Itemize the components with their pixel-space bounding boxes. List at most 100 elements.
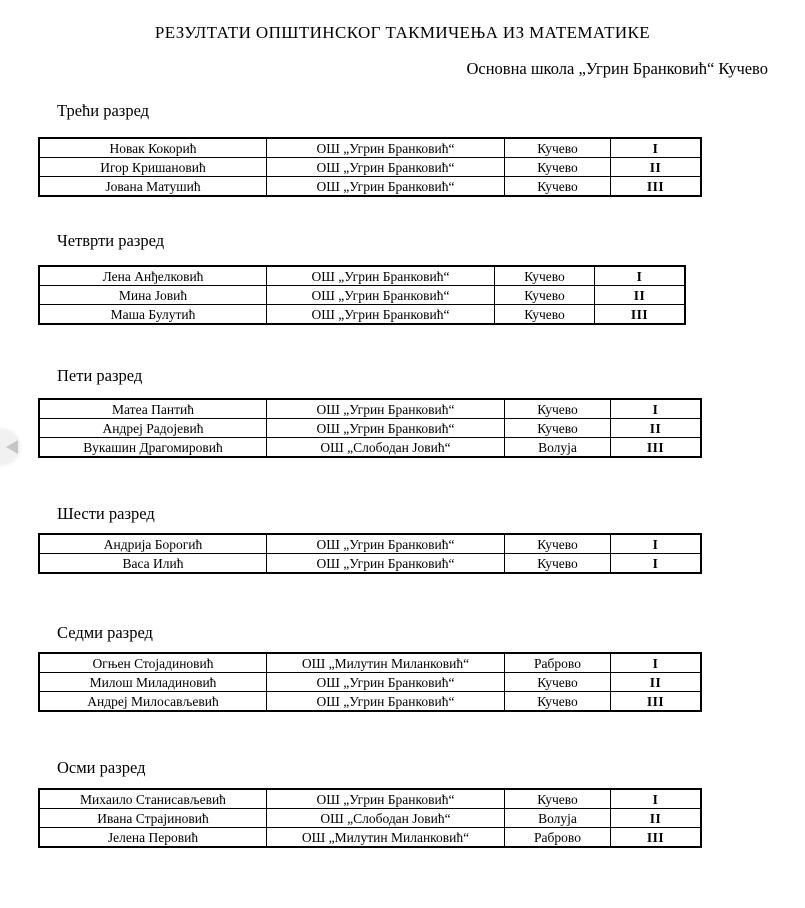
cell-student-name: Огњен Стојадиновић — [38, 652, 267, 673]
results-table: Новак Кокорић ОШ „Угрин Бранковић“ Кучев… — [38, 137, 702, 197]
left-arrow-icon — [6, 440, 18, 454]
table-row: Вукашин Драгомировић ОШ „Слободан Јовић“… — [38, 437, 702, 458]
table-row: Игор Кришановић ОШ „Угрин Бранковић“ Куч… — [38, 157, 702, 177]
table-row: Милош Миладиновић ОШ „Угрин Бранковић“ К… — [38, 672, 702, 692]
cell-place: II — [610, 418, 702, 438]
table-row: Огњен Стојадиновић ОШ „Милутин Миланкови… — [38, 652, 702, 673]
cell-town: Кучево — [504, 691, 611, 712]
page-title: РЕЗУЛТАТИ ОПШТИНСКОГ ТАКМИЧЕЊА ИЗ МАТЕМА… — [154, 23, 651, 42]
cell-town: Раброво — [504, 652, 611, 673]
grade-section: Осми разред Михаило Станисављевић ОШ „Уг… — [0, 757, 805, 848]
cell-place: I — [610, 788, 702, 809]
cell-town: Кучево — [494, 304, 595, 325]
cell-town: Волуја — [504, 808, 611, 828]
cell-town: Раброво — [504, 827, 611, 848]
results-table: Андрија Борогић ОШ „Угрин Бранковић“ Куч… — [38, 533, 702, 574]
grade-heading: Пети разред — [57, 366, 143, 385]
cell-place: I — [610, 652, 702, 673]
cell-student-name: Васа Илић — [38, 553, 267, 574]
cell-student-name: Андрија Борогић — [38, 533, 267, 554]
cell-school: ОШ „Угрин Бранковић“ — [266, 553, 505, 574]
cell-town: Кучево — [494, 285, 595, 305]
cell-student-name: Новак Кокорић — [38, 137, 267, 158]
grade-heading: Седми разред — [57, 623, 153, 642]
table-row: Андреј Радојевић ОШ „Угрин Бранковић“ Ку… — [38, 418, 702, 438]
cell-student-name: Јелена Перовић — [38, 827, 267, 848]
cell-student-name: Андреј Милосављевић — [38, 691, 267, 712]
results-table: Лена Анђелковић ОШ „Угрин Бранковић“ Куч… — [38, 265, 686, 325]
table-row: Новак Кокорић ОШ „Угрин Бранковић“ Кучев… — [38, 137, 702, 158]
cell-school: ОШ „Угрин Бранковић“ — [266, 304, 495, 325]
cell-school: ОШ „Угрин Бранковић“ — [266, 265, 495, 286]
cell-school: ОШ „Угрин Бранковић“ — [266, 672, 505, 692]
cell-school: ОШ „Угрин Бранковић“ — [266, 788, 505, 809]
cell-town: Кучево — [504, 672, 611, 692]
cell-school: ОШ „Угрин Бранковић“ — [266, 157, 505, 177]
cell-student-name: Ивана Страјиновић — [38, 808, 267, 828]
table-row: Ивана Страјиновић ОШ „Слободан Јовић“ Во… — [38, 808, 702, 828]
cell-school: ОШ „Слободан Јовић“ — [266, 437, 505, 458]
table-row: Андреј Милосављевић ОШ „Угрин Бранковић“… — [38, 691, 702, 712]
school-subtitle: Основна школа „Угрин Бранковић“ Кучево — [466, 59, 768, 78]
cell-place: III — [594, 304, 686, 325]
cell-student-name: Јована Матушић — [38, 176, 267, 197]
grade-heading: Шести разред — [57, 504, 155, 523]
grade-section: Четврти разред Лена Анђелковић ОШ „Угрин… — [0, 230, 805, 325]
cell-school: ОШ „Угрин Бранковић“ — [266, 137, 505, 158]
cell-school: ОШ „Угрин Бранковић“ — [266, 176, 505, 197]
results-table: Михаило Станисављевић ОШ „Угрин Бранкови… — [38, 788, 702, 848]
cell-place: II — [610, 808, 702, 828]
cell-school: ОШ „Угрин Бранковић“ — [266, 691, 505, 712]
grade-heading: Четврти разред — [57, 231, 165, 250]
cell-place: I — [610, 533, 702, 554]
grade-section: Шести разред Андрија Борогић ОШ „Угрин Б… — [0, 503, 805, 574]
cell-place: I — [610, 553, 702, 574]
cell-student-name: Михаило Станисављевић — [38, 788, 267, 809]
table-row: Маша Булутић ОШ „Угрин Бранковић“ Кучево… — [38, 304, 686, 325]
cell-town: Кучево — [504, 533, 611, 554]
cell-place: I — [594, 265, 686, 286]
table-row: Андрија Борогић ОШ „Угрин Бранковић“ Куч… — [38, 533, 702, 554]
grade-section: Трећи разред Новак Кокорић ОШ „Угрин Бра… — [0, 100, 805, 197]
cell-place: III — [610, 691, 702, 712]
results-table: Матеа Пантић ОШ „Угрин Бранковић“ Кучево… — [38, 398, 702, 458]
table-row: Јелена Перовић ОШ „Милутин Миланковић“ Р… — [38, 827, 702, 848]
table-row: Михаило Станисављевић ОШ „Угрин Бранкови… — [38, 788, 702, 809]
cell-student-name: Вукашин Драгомировић — [38, 437, 267, 458]
cell-place: III — [610, 176, 702, 197]
cell-place: II — [610, 672, 702, 692]
cell-student-name: Милош Миладиновић — [38, 672, 267, 692]
cell-school: ОШ „Угрин Бранковић“ — [266, 418, 505, 438]
cell-town: Кучево — [504, 157, 611, 177]
cell-town: Кучево — [504, 176, 611, 197]
table-row: Васа Илић ОШ „Угрин Бранковић“ Кучево I — [38, 553, 702, 574]
results-table: Огњен Стојадиновић ОШ „Милутин Миланкови… — [38, 652, 702, 712]
cell-school: ОШ „Угрин Бранковић“ — [266, 285, 495, 305]
cell-student-name: Лена Анђелковић — [38, 265, 267, 286]
cell-student-name: Матеа Пантић — [38, 398, 267, 419]
cell-town: Кучево — [494, 265, 595, 286]
grade-section: Седми разред Огњен Стојадиновић ОШ „Милу… — [0, 622, 805, 712]
cell-town: Кучево — [504, 788, 611, 809]
cell-town: Кучево — [504, 398, 611, 419]
cell-place: III — [610, 827, 702, 848]
cell-place: II — [594, 285, 686, 305]
table-row: Лена Анђелковић ОШ „Угрин Бранковић“ Куч… — [38, 265, 686, 286]
cell-student-name: Мина Јовић — [38, 285, 267, 305]
table-row: Мина Јовић ОШ „Угрин Бранковић“ Кучево I… — [38, 285, 686, 305]
table-row: Матеа Пантић ОШ „Угрин Бранковић“ Кучево… — [38, 398, 702, 419]
cell-student-name: Игор Кришановић — [38, 157, 267, 177]
cell-town: Кучево — [504, 137, 611, 158]
cell-town: Кучево — [504, 418, 611, 438]
cell-student-name: Андреј Радојевић — [38, 418, 267, 438]
cell-place: I — [610, 398, 702, 419]
cell-school: ОШ „Слободан Јовић“ — [266, 808, 505, 828]
cell-school: ОШ „Милутин Миланковић“ — [266, 827, 505, 848]
grade-heading: Трећи разред — [57, 101, 150, 120]
grade-heading: Осми разред — [57, 758, 146, 777]
cell-school: ОШ „Угрин Бранковић“ — [266, 533, 505, 554]
previous-page-button[interactable] — [0, 427, 22, 467]
cell-student-name: Маша Булутић — [38, 304, 267, 325]
cell-school: ОШ „Милутин Миланковић“ — [266, 652, 505, 673]
cell-school: ОШ „Угрин Бранковић“ — [266, 398, 505, 419]
